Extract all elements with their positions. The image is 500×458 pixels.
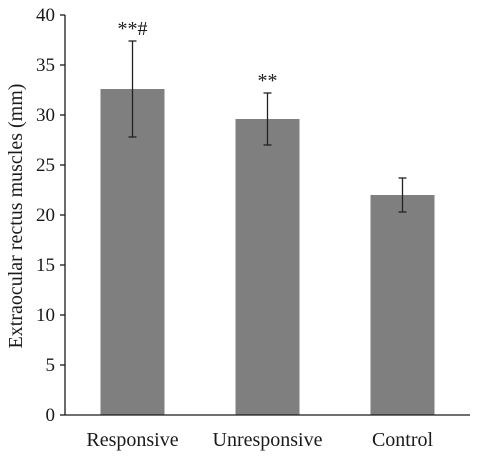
y-tick-label: 25: [36, 155, 55, 176]
y-tick-label: 20: [36, 205, 55, 226]
y-axis: 0 5 10 15 20 25 30 35 40: [36, 5, 66, 426]
y-axis-label: Extraocular rectus muscles (mm): [5, 84, 27, 349]
bar-control: [370, 195, 435, 415]
y-tick-label: 0: [46, 405, 56, 426]
x-category-label: Responsive: [86, 429, 178, 451]
y-tick-label: 10: [36, 305, 55, 326]
x-category-label: Unresponsive: [213, 429, 323, 451]
y-tick-label: 5: [46, 355, 56, 376]
y-tick-label: 30: [36, 105, 55, 126]
y-tick-label: 35: [36, 55, 55, 76]
bar-unresponsive: [235, 119, 300, 415]
bars-group: **# **: [100, 18, 435, 415]
significance-label: **: [258, 70, 278, 92]
bar-responsive: [100, 89, 165, 415]
x-axis: Responsive Unresponsive Control: [65, 414, 470, 451]
x-category-label: Control: [372, 429, 434, 451]
y-tick-label: 40: [36, 5, 55, 26]
significance-label: **#: [118, 18, 148, 40]
y-tick-label: 15: [36, 255, 55, 276]
